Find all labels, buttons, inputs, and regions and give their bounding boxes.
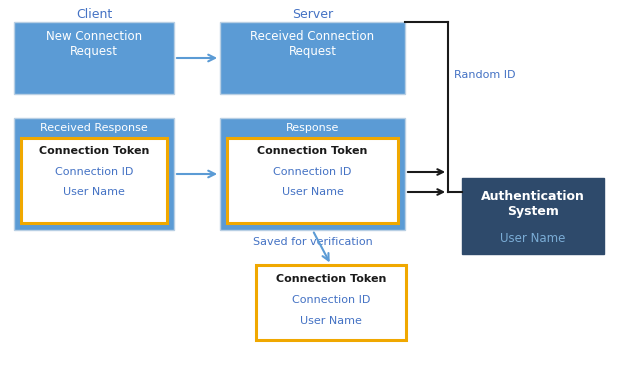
FancyBboxPatch shape: [21, 138, 167, 223]
Text: Random ID: Random ID: [454, 70, 515, 80]
Text: Connection ID: Connection ID: [292, 295, 370, 305]
FancyBboxPatch shape: [14, 22, 174, 94]
Text: Response: Response: [286, 123, 339, 133]
Text: User Name: User Name: [500, 231, 565, 244]
Text: Received Connection
Request: Received Connection Request: [250, 30, 374, 58]
Text: User Name: User Name: [281, 187, 343, 197]
Text: Client: Client: [76, 7, 112, 20]
Text: Server: Server: [292, 7, 333, 20]
Text: Connection Token: Connection Token: [257, 146, 368, 156]
Text: User Name: User Name: [300, 316, 362, 326]
Text: Connection Token: Connection Token: [39, 146, 149, 156]
Text: Connection Token: Connection Token: [276, 274, 386, 284]
Text: Received Response: Received Response: [40, 123, 148, 133]
Text: Connection ID: Connection ID: [55, 167, 133, 177]
FancyBboxPatch shape: [256, 265, 406, 340]
FancyBboxPatch shape: [220, 118, 405, 230]
FancyBboxPatch shape: [220, 22, 405, 94]
FancyBboxPatch shape: [14, 118, 174, 230]
Text: New Connection
Request: New Connection Request: [46, 30, 142, 58]
Text: Connection ID: Connection ID: [273, 167, 352, 177]
Text: User Name: User Name: [63, 187, 125, 197]
FancyBboxPatch shape: [227, 138, 398, 223]
Text: Saved for verification: Saved for verification: [252, 237, 373, 247]
FancyBboxPatch shape: [462, 178, 604, 254]
Text: Authentication
System: Authentication System: [481, 190, 585, 218]
